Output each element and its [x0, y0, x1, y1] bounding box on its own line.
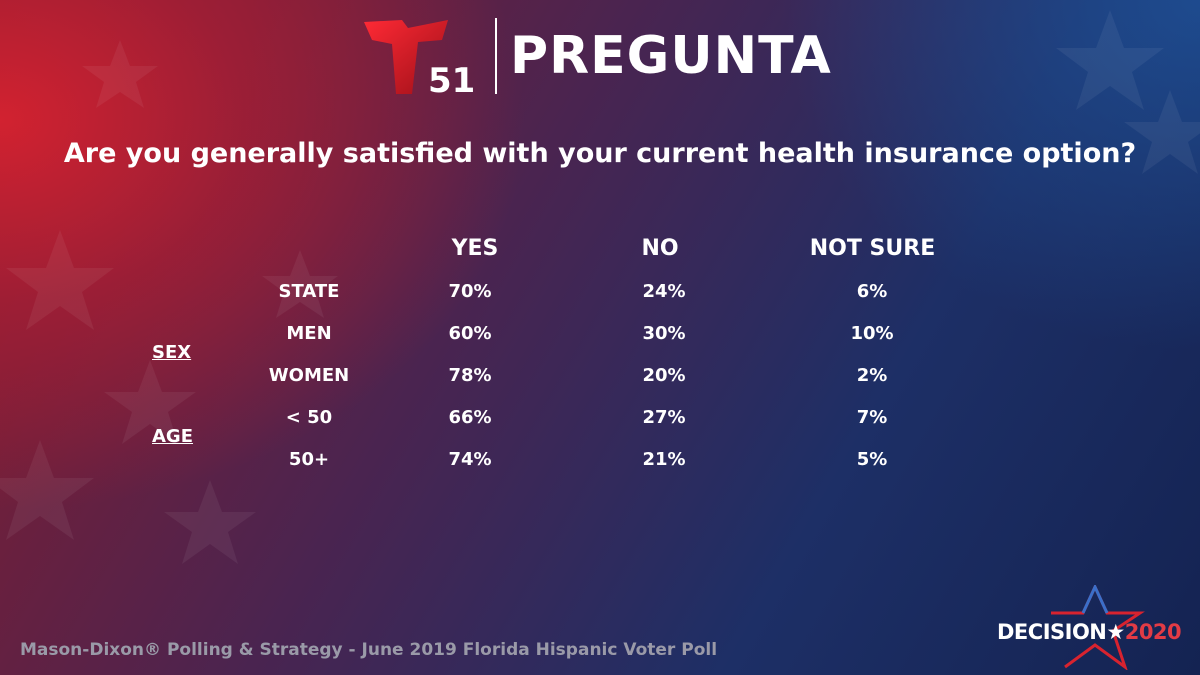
star-shape: [262, 250, 338, 318]
source-footer: Mason-Dixon® Polling & Strategy - June 2…: [20, 640, 718, 660]
row-label-50-plus: 50+: [288, 449, 330, 470]
cell-50-plus-no: 21%: [642, 449, 686, 470]
cell-women-no: 20%: [642, 365, 686, 386]
star-shape: [104, 360, 196, 444]
group-label-sex: SEX: [152, 342, 192, 363]
cell-state-yes: 70%: [448, 281, 492, 302]
decision-2020-star-outline: [1051, 585, 1145, 670]
cell-50-plus-yes: 74%: [448, 449, 492, 470]
badge-star-icon: ★: [1106, 620, 1125, 644]
star-shape: [164, 480, 256, 564]
cell-under-50-yes: 66%: [448, 407, 492, 428]
badge-year: 2020: [1124, 620, 1182, 644]
cell-state-not-sure: 6%: [856, 281, 888, 302]
star-shape: [82, 40, 158, 108]
cell-men-no: 30%: [642, 323, 686, 344]
header-title: PREGUNTA: [510, 26, 832, 86]
column-header-yes: YES: [451, 236, 499, 261]
badge-word: DECISION: [997, 620, 1107, 644]
cell-state-no: 24%: [642, 281, 686, 302]
cell-under-50-not-sure: 7%: [856, 407, 888, 428]
decision-2020-badge: DECISION★2020: [997, 620, 1182, 644]
star-shape: [1056, 10, 1164, 110]
star-shape: [6, 230, 114, 330]
cell-women-not-sure: 2%: [856, 365, 888, 386]
star-shape: [1124, 90, 1200, 174]
cell-women-yes: 78%: [448, 365, 492, 386]
cell-50-plus-not-sure: 5%: [856, 449, 888, 470]
telemundo-51-logo: 51: [364, 20, 475, 98]
star-shape: [0, 440, 94, 540]
poll-question: Are you generally satisfied with your cu…: [63, 138, 1137, 169]
cell-men-yes: 60%: [448, 323, 492, 344]
column-header-no: NO: [641, 236, 679, 261]
column-header-not-sure: NOT SURE: [809, 236, 936, 261]
cell-under-50-no: 27%: [642, 407, 686, 428]
row-label-state: STATE: [278, 281, 340, 302]
row-label-women: WOMEN: [268, 365, 350, 386]
cell-men-not-sure: 10%: [850, 323, 894, 344]
group-label-age: AGE: [152, 426, 194, 447]
row-label-men: MEN: [286, 323, 332, 344]
header-divider: [495, 18, 497, 94]
row-label-under-50: < 50: [285, 407, 333, 428]
logo-number: 51: [428, 61, 475, 98]
